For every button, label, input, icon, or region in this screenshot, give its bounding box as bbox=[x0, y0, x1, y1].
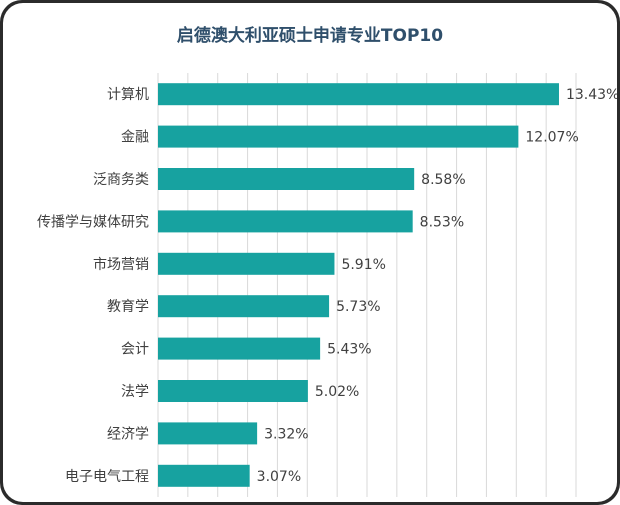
bar bbox=[158, 252, 335, 275]
category-label: 教育学 bbox=[107, 299, 149, 315]
value-label: 8.58% bbox=[421, 172, 465, 188]
value-label: 5.91% bbox=[341, 257, 385, 273]
category-label: 经济学 bbox=[107, 426, 149, 442]
bar bbox=[158, 464, 250, 487]
category-label: 市场营销 bbox=[93, 256, 149, 273]
value-labels: 13.43% 12.07% 8.58% 8.53% 5.91% 5.73% 5.43% 5.0… bbox=[257, 87, 617, 485]
category-label: 传播学与媒体研究 bbox=[37, 214, 149, 230]
bar bbox=[158, 337, 321, 360]
value-label: 12.07% bbox=[525, 130, 578, 146]
bar-chart: 启德澳大利亚硕士申请专业TOP10 计算机金融泛商务类传播学与媒体研究市场营销教… bbox=[37, 25, 617, 497]
category-label: 金融 bbox=[121, 130, 149, 146]
category-label: 会计 bbox=[121, 342, 149, 358]
value-label: 3.07% bbox=[257, 469, 301, 485]
bar bbox=[158, 125, 519, 148]
value-label: 3.32% bbox=[264, 426, 308, 442]
category-label: 泛商务类 bbox=[93, 172, 149, 188]
value-label: 8.53% bbox=[420, 214, 464, 230]
bar bbox=[158, 83, 559, 106]
category-label: 计算机 bbox=[107, 87, 149, 103]
chart-card: 启德澳大利亚硕士申请专业TOP10 计算机金融泛商务类传播学与媒体研究市场营销教… bbox=[3, 3, 617, 502]
value-label: 13.43% bbox=[566, 87, 617, 103]
value-label: 5.73% bbox=[336, 299, 380, 315]
bar bbox=[158, 380, 308, 402]
bar bbox=[158, 295, 330, 318]
bar bbox=[158, 168, 415, 190]
bars bbox=[158, 83, 559, 487]
chart-title: 启德澳大利亚硕士申请专业TOP10 bbox=[177, 25, 443, 46]
category-label: 电子电气工程 bbox=[65, 469, 149, 485]
value-label: 5.02% bbox=[315, 384, 359, 400]
value-label: 5.43% bbox=[327, 342, 371, 358]
bar bbox=[158, 210, 413, 233]
category-label: 法学 bbox=[121, 384, 149, 400]
bar bbox=[158, 422, 258, 445]
